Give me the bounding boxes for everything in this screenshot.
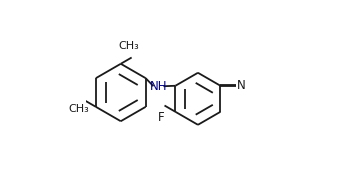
Text: F: F — [158, 111, 164, 124]
Text: CH₃: CH₃ — [119, 41, 139, 51]
Text: N: N — [237, 79, 246, 92]
Text: NH: NH — [150, 80, 167, 93]
Text: CH₃: CH₃ — [68, 104, 89, 114]
